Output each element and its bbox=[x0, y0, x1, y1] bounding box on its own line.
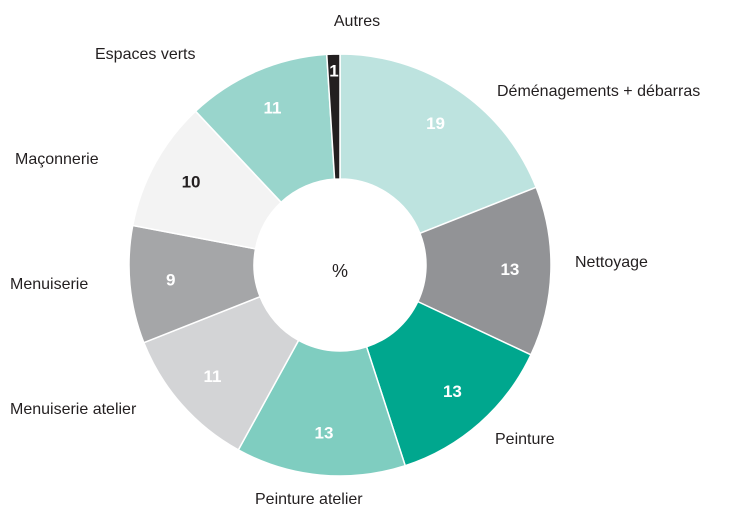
value-label: 10 bbox=[182, 173, 201, 192]
value-label: 13 bbox=[443, 382, 462, 401]
value-label: 11 bbox=[263, 98, 281, 117]
category-label: Nettoyage bbox=[575, 254, 648, 271]
category-label: Espaces verts bbox=[95, 46, 195, 63]
donut-slice bbox=[416, 186, 552, 356]
donut-slice bbox=[339, 53, 538, 235]
category-label: Peinture atelier bbox=[255, 491, 363, 508]
value-label: 11 bbox=[203, 367, 221, 386]
value-label: 1 bbox=[329, 62, 338, 81]
value-label: 9 bbox=[166, 270, 175, 289]
category-label: Peinture bbox=[495, 431, 555, 448]
category-label: Menuiserie atelier bbox=[10, 401, 137, 418]
donut-slice bbox=[325, 53, 341, 180]
category-label: Déménagements + débarras bbox=[497, 83, 700, 100]
center-label: % bbox=[332, 261, 348, 281]
donut-slice bbox=[142, 295, 300, 451]
value-label: 19 bbox=[426, 114, 445, 133]
category-label: Autres bbox=[334, 13, 380, 30]
donut-slice bbox=[365, 300, 532, 467]
value-label: 13 bbox=[315, 424, 334, 443]
category-label: Menuiserie bbox=[10, 276, 88, 293]
value-label: 13 bbox=[500, 260, 519, 279]
category-label: Maçonnerie bbox=[15, 151, 99, 168]
donut-slice bbox=[194, 53, 336, 204]
